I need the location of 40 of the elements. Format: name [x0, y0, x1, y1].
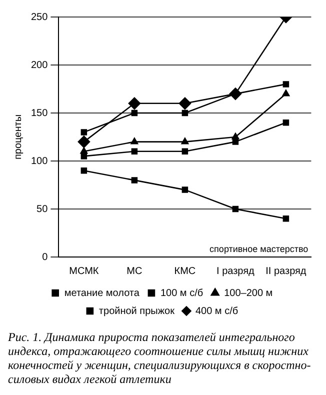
- point: [282, 215, 290, 222]
- point: [78, 136, 90, 148]
- point: [181, 138, 189, 144]
- text: Рис. 1. Динамика прироста показателей интегрального индекса, отражающего соотношение силы мышц нижних конечностей у женщин, специализирующихся в скоростно-силовых видах легкой атлетики: [8, 330, 312, 386]
- y-tick-label: 250: [30, 12, 48, 23]
- point: [182, 148, 188, 155]
- point: [80, 147, 88, 154]
- point: [282, 119, 290, 126]
- point: [80, 153, 88, 160]
- point: [232, 138, 239, 145]
- point: [182, 186, 188, 193]
- x-axis-title: спортивное мастерство: [210, 244, 308, 254]
- point: [131, 177, 138, 184]
- x-tick-label: II разряд: [266, 266, 306, 277]
- x-tick-label: КМС: [174, 266, 196, 277]
- point: [130, 138, 138, 144]
- point: [131, 110, 138, 116]
- point: [131, 148, 138, 155]
- point: [182, 110, 188, 116]
- x-tick-label: МСМК: [69, 266, 99, 277]
- point: [80, 129, 88, 136]
- point: [232, 206, 239, 212]
- legend-label: 100 м с/б: [160, 288, 204, 299]
- legend-label: метание молота: [64, 288, 140, 299]
- legend-label: 400 м с/б: [195, 306, 238, 317]
- y-tick-label: 150: [30, 108, 48, 119]
- x-tick-label: МС: [126, 266, 142, 277]
- point: [178, 97, 192, 110]
- point: [282, 90, 290, 96]
- point: [128, 97, 141, 110]
- y-tick-label: 50: [36, 204, 48, 215]
- point: [80, 167, 88, 174]
- y-tick-label: 200: [30, 60, 48, 71]
- legend-label: 100–200 м: [224, 288, 273, 299]
- x-tick-label: I разряд: [216, 266, 255, 277]
- y-axis-title: проценты: [12, 114, 24, 160]
- legend-label: тройной прыжок: [98, 306, 176, 317]
- y-tick-label: 0: [42, 252, 48, 263]
- point: [282, 81, 290, 88]
- y-tick-label: 100: [30, 156, 48, 167]
